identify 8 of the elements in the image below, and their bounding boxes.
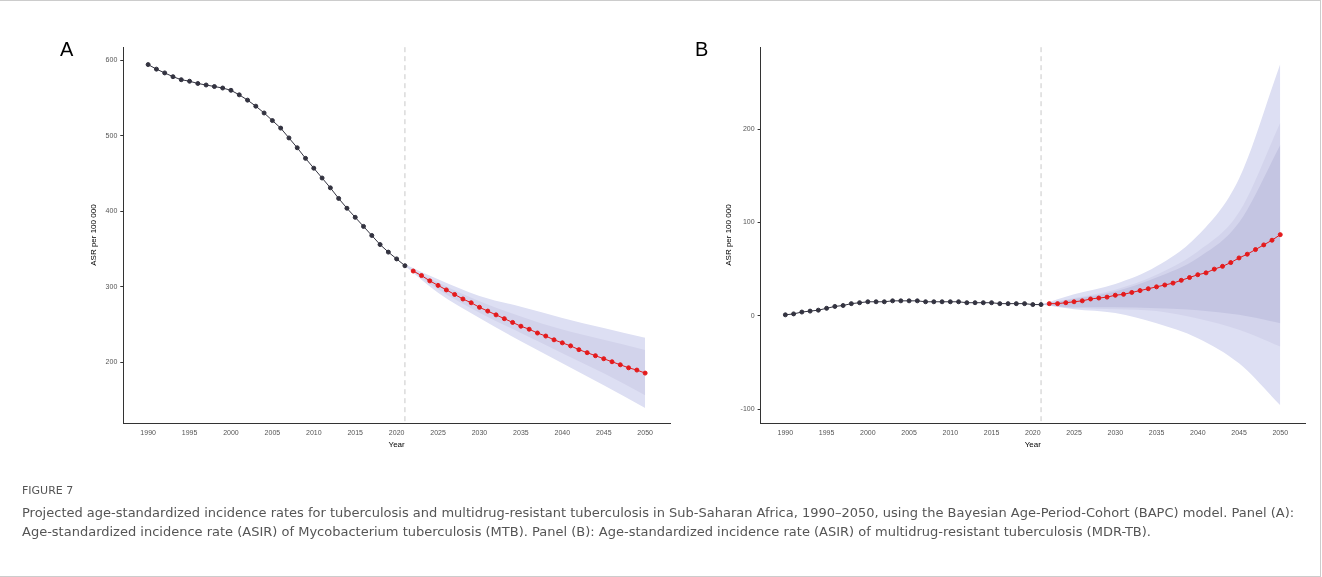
y-axis-title: ASR per 100 000	[724, 203, 733, 266]
x-axis-title: Year	[1024, 440, 1042, 450]
chart-title: A	[60, 37, 74, 60]
text: Projected age-standardized incidence rates for tuberculosis and multidrug-resistant tuberculosis in Sub-Saharan Africa, 1990–2050, using the Bayesian Age-Period-Cohort (BAPC) model. Panel (A): Age-standardized incidence rate (ASIR) of Mycobacterium tuberculosis (MTB). Panel (B): Age-standardized incidence rate (ASIR) of multidrug-resistant tuberculosis (MDR-TB).	[22, 504, 1296, 541]
y-axis-title: ASR per 100 000	[89, 203, 98, 266]
text: FIGURE 7	[22, 484, 75, 497]
chart-title: B	[695, 37, 709, 60]
x-axis-title: Year	[388, 440, 406, 450]
